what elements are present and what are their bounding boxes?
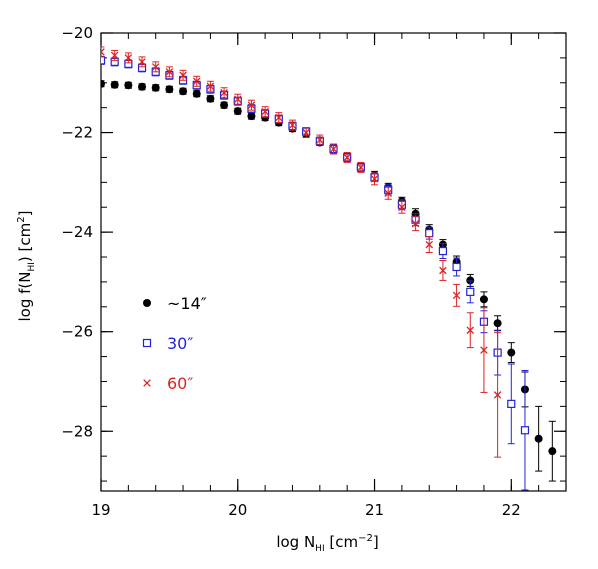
data-point: [151, 83, 160, 92]
data-point: [101, 79, 105, 88]
data-point: [507, 399, 516, 408]
data-point: [247, 112, 256, 121]
data-point: [425, 229, 434, 238]
x-axis-label-main: log N: [276, 533, 315, 551]
data-point: [466, 287, 475, 296]
data-point: [233, 107, 242, 116]
data-point: [343, 153, 351, 162]
y-tick-label: −24: [61, 223, 93, 241]
minor-ticks: [100, 32, 567, 491]
data-point: [275, 113, 283, 122]
data-point: [425, 240, 433, 249]
x-axis-label: log NHI [cm−2]: [276, 533, 378, 554]
data-point: [548, 447, 557, 456]
y-tick-label: −20: [61, 24, 93, 42]
data-point: [124, 81, 133, 90]
data-point: [452, 262, 461, 272]
data-point: [466, 326, 475, 334]
y-tick-label: −28: [61, 422, 93, 440]
data-point: [220, 101, 229, 110]
x-tick-label: 19: [91, 501, 110, 519]
data-point: [302, 128, 310, 137]
series-layer: [101, 46, 557, 491]
data-point: [206, 94, 215, 103]
data-point: [411, 219, 420, 228]
data-point: [288, 121, 297, 129]
data-point: [179, 87, 188, 96]
data-point: [220, 88, 228, 97]
y-tick-labels: −20 −22 −24 −26 −28: [61, 24, 93, 440]
y-tick-label: −26: [61, 323, 93, 341]
legend-label: ~14″: [167, 294, 207, 313]
data-point: [438, 246, 448, 256]
data-point: [439, 266, 447, 275]
data-point: [165, 68, 174, 76]
data-point: [480, 346, 488, 354]
y-axis-label-end: ]: [16, 211, 34, 217]
x-tick-label: 21: [365, 501, 384, 519]
y-axis-label-main: log f(N: [16, 272, 34, 322]
major-ticks: [100, 32, 566, 491]
data-point: [479, 295, 488, 304]
x-axis-label-sup: −2: [358, 533, 373, 544]
data-point: [192, 89, 201, 98]
data-point: [329, 145, 338, 153]
data-point: [206, 82, 215, 91]
data-point: [124, 54, 133, 62]
data-point: [398, 203, 406, 211]
data-point: [138, 58, 146, 66]
legend: ~14″ 30″ 60″: [142, 294, 207, 393]
data-point: [493, 319, 502, 328]
x-axis-label-tail: [cm: [325, 533, 358, 551]
x-tick-label: 22: [502, 501, 521, 519]
y-tick-label: −22: [61, 124, 93, 142]
data-point: [493, 391, 502, 399]
series-2: [101, 46, 502, 458]
data-point: [110, 80, 119, 89]
data-point: [192, 77, 201, 86]
data-point: [452, 291, 461, 300]
data-point: [316, 136, 324, 144]
y-axis-label: log f(NHI) [cm2]: [16, 211, 37, 322]
data-point: [151, 63, 160, 71]
legend-marker: [143, 379, 151, 387]
y-axis-label-sub: HI: [27, 262, 37, 271]
data-point: [247, 101, 256, 109]
data-point: [520, 426, 530, 435]
data-point: [261, 107, 269, 116]
plot-frame: [100, 32, 567, 492]
data-point: [101, 48, 105, 56]
legend-label: 30″: [167, 334, 193, 353]
series-1: [101, 55, 530, 491]
data-point: [138, 82, 147, 91]
data-point: [101, 56, 106, 65]
y-axis-label-group: log f(NHI) [cm2]: [16, 211, 37, 322]
y-axis-label-mid: ) [cm: [16, 223, 34, 262]
x-axis-label-sub: HI: [315, 544, 324, 554]
series-0: [101, 79, 557, 482]
data-point: [507, 348, 516, 357]
data-point: [110, 51, 119, 60]
data-point: [234, 95, 242, 103]
legend-marker: [143, 299, 151, 307]
data-point: [534, 434, 543, 443]
data-point: [357, 163, 365, 172]
data-point: [370, 175, 379, 183]
legend-marker: [142, 338, 152, 348]
data-point: [384, 189, 392, 198]
x-axis-label-end: ]: [373, 533, 379, 551]
data-point: [165, 85, 174, 94]
data-point: [179, 71, 187, 80]
x-tick-labels: 19 20 21 22: [91, 501, 520, 519]
legend-label: 60″: [167, 374, 193, 393]
x-tick-label: 20: [228, 501, 247, 519]
y-axis-label-sup: 2: [16, 216, 27, 222]
